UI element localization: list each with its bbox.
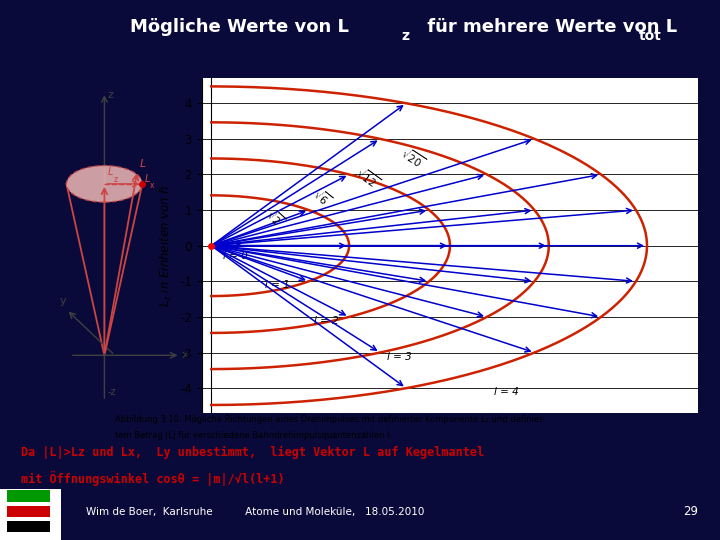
Text: $\sqrt{2}$: $\sqrt{2}$ [263, 206, 287, 230]
Text: L: L [140, 159, 146, 168]
Text: $\sqrt{20}$: $\sqrt{20}$ [398, 144, 428, 172]
Text: Wim de Boer,  Karlsruhe          Atome und Moleküle,   18.05.2010: Wim de Boer, Karlsruhe Atome und Molekül… [86, 507, 425, 517]
Text: l = 4: l = 4 [494, 387, 518, 397]
Text: L: L [145, 173, 150, 184]
Text: y: y [60, 296, 66, 306]
Text: x: x [181, 350, 189, 360]
Text: x: x [150, 181, 155, 191]
Text: für mehrere Werte von L: für mehrere Werte von L [421, 18, 678, 36]
Bar [7, 490, 50, 502]
Text: Abbildung 3.10: Mögliche Richtungen eines Drehimpulses mit definierter Komponent: Abbildung 3.10: Mögliche Richtungen eine… [115, 415, 546, 424]
Text: l = 3: l = 3 [387, 352, 411, 362]
Text: Da |L|>Lz und Lx,  Ly unbestimmt,  liegt Vektor L auf Kegelmantel: Da |L|>Lz und Lx, Ly unbestimmt, liegt V… [22, 446, 485, 459]
Bar [0, 489, 61, 540]
Text: l = 0: l = 0 [223, 251, 248, 261]
Text: -z: -z [108, 387, 117, 397]
Text: mit Öffnungswinkel cosθ = |m|/√l(l+1): mit Öffnungswinkel cosθ = |m|/√l(l+1) [22, 470, 285, 485]
Text: l = 2: l = 2 [314, 316, 338, 326]
Text: L: L [108, 167, 113, 177]
Bar [7, 521, 50, 532]
Text: 29: 29 [683, 505, 698, 518]
Text: l = 1: l = 1 [265, 280, 289, 291]
Text: tem Betrag |L| für verschiedene Bahndrehimpulsquantenzahlen l.: tem Betrag |L| für verschiedene Bahndreh… [115, 431, 392, 440]
Text: tot: tot [639, 29, 662, 43]
Text: $\sqrt{6}$: $\sqrt{6}$ [310, 186, 334, 210]
Bar [7, 505, 50, 517]
Y-axis label: $L_z$ in Einheiten von $\hbar$: $L_z$ in Einheiten von $\hbar$ [158, 185, 174, 307]
Text: z: z [402, 29, 410, 43]
Text: z: z [108, 90, 114, 100]
Text: $\sqrt{12}$: $\sqrt{12}$ [353, 164, 382, 192]
Ellipse shape [66, 166, 143, 202]
Text: z: z [113, 174, 117, 184]
Text: Mögliche Werte von L: Mögliche Werte von L [130, 18, 348, 36]
